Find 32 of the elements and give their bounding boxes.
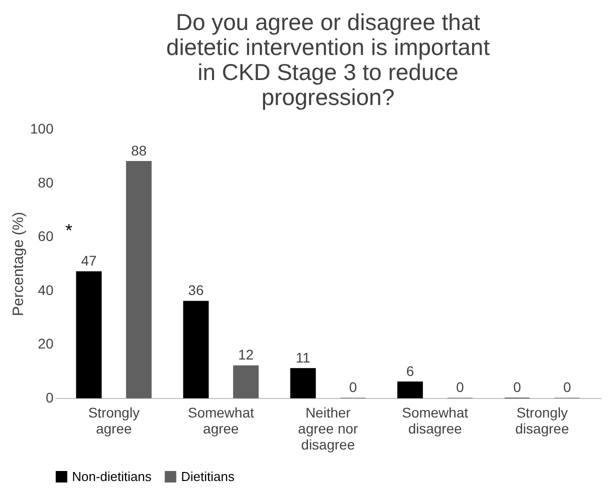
y-tick-label: 0 <box>46 390 54 406</box>
data-label: 0 <box>563 379 572 395</box>
data-label: 0 <box>349 379 358 395</box>
chart-title: Do you agree or disagree that dietetic intervention is important in CKD Stage 3 to reduce progression? <box>166 9 490 110</box>
data-label: 88 <box>131 142 147 158</box>
data-label: 0 <box>456 379 464 395</box>
x-tick-label: Strongly agree <box>88 404 140 436</box>
legend-label: Non-dietitians <box>72 468 152 484</box>
y-tick-label: 60 <box>38 228 54 244</box>
x-tick-label: Somewhat disagree <box>402 404 468 436</box>
y-tick-label: 40 <box>38 282 54 298</box>
legend-label: Dietitians <box>181 468 235 484</box>
y-tick-label: 20 <box>38 336 54 352</box>
x-tick-label: Strongly disagree <box>515 404 570 436</box>
y-tick-label: 80 <box>38 174 54 190</box>
y-axis-title: Percentage (%) <box>10 212 28 316</box>
data-label: 6 <box>406 362 414 379</box>
bar <box>126 160 152 398</box>
bar <box>290 368 316 398</box>
bar <box>183 300 209 398</box>
annotation: * <box>65 220 72 241</box>
data-label: 12 <box>238 346 254 363</box>
data-label: 47 <box>81 252 97 269</box>
bar <box>233 365 259 398</box>
bar <box>76 271 102 398</box>
y-tick-label: 100 <box>30 120 54 136</box>
x-tick-label: Somewhat agree <box>188 404 254 436</box>
x-tick-label: Neither agree nor disagree <box>298 404 358 452</box>
data-label: 11 <box>296 349 310 366</box>
data-label: 36 <box>188 282 204 298</box>
data-label: 0 <box>513 379 522 395</box>
bar <box>397 382 423 398</box>
